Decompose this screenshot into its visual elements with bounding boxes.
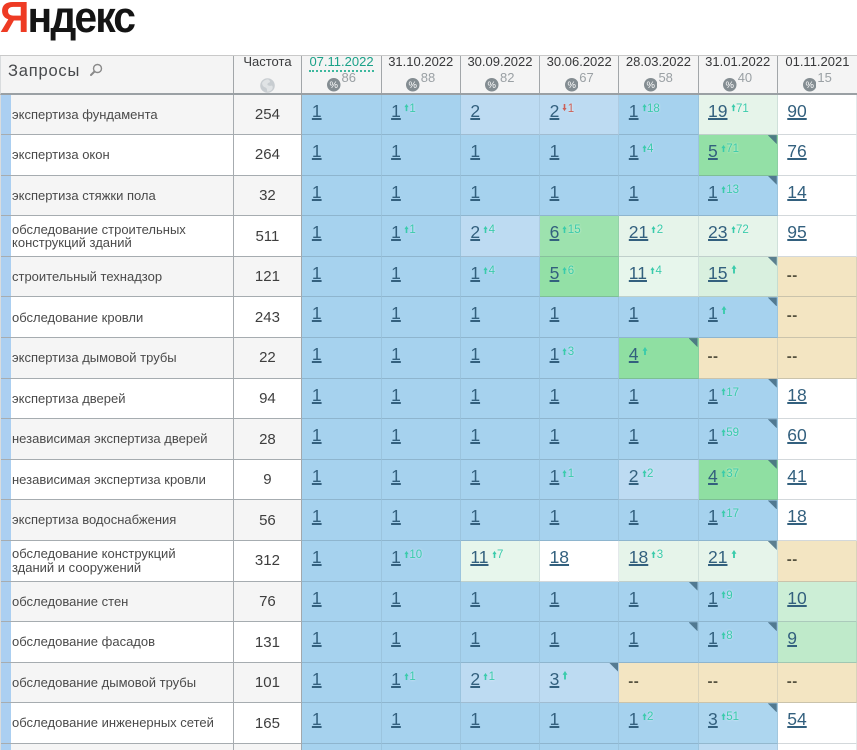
svg-text:%: % <box>646 80 655 91</box>
svg-text:%: % <box>726 80 735 91</box>
svg-text:%: % <box>409 80 418 91</box>
svg-text:%: % <box>488 80 497 91</box>
svg-text:%: % <box>805 80 814 91</box>
svg-text:%: % <box>330 80 339 91</box>
svg-text:%: % <box>567 80 576 91</box>
